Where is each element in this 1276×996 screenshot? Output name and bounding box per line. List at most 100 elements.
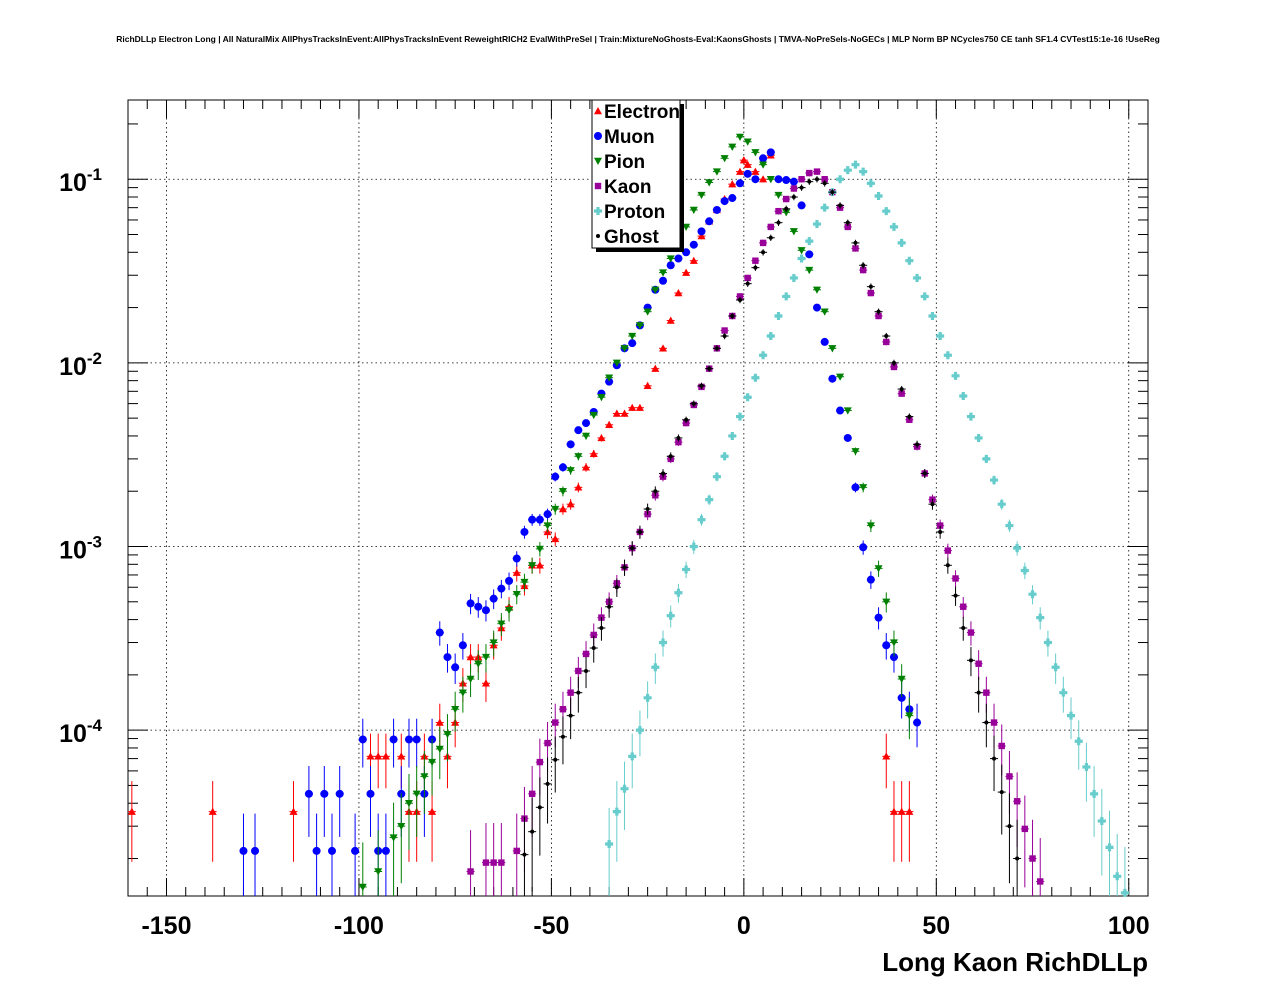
data-point [458, 689, 467, 697]
data-point [736, 412, 745, 421]
y-tick-label: 10-4 [59, 716, 102, 748]
data-point [784, 206, 789, 211]
data-point [497, 620, 506, 628]
data-point [1006, 773, 1013, 780]
data-point [751, 175, 760, 184]
x-tick-label: 50 [922, 912, 950, 940]
data-point [389, 834, 398, 842]
data-point [944, 547, 952, 554]
data-point [558, 505, 567, 513]
data-point [868, 284, 873, 289]
x-tick-label: 0 [737, 912, 751, 940]
series-proton [605, 160, 1129, 897]
data-point [1051, 663, 1060, 672]
data-point [358, 735, 367, 744]
data-point [489, 594, 498, 603]
data-point [381, 752, 390, 760]
data-point [1013, 544, 1022, 553]
data-point [836, 406, 845, 415]
data-point [1074, 737, 1083, 746]
data-point [381, 846, 390, 855]
data-point [628, 332, 637, 341]
data-point [805, 266, 814, 275]
data-point [674, 588, 683, 597]
data-point [505, 576, 514, 585]
data-point [374, 868, 383, 876]
data-point [851, 160, 860, 169]
data-point [897, 675, 906, 683]
data-point [584, 668, 589, 673]
data-point [738, 297, 742, 302]
data-point [836, 373, 845, 381]
data-point [789, 228, 798, 236]
data-point [712, 168, 721, 176]
data-point [759, 351, 768, 360]
data-point [828, 345, 837, 353]
series-pion [358, 133, 914, 896]
data-point [628, 752, 637, 761]
data-point [489, 639, 498, 647]
legend-marker [594, 157, 602, 165]
data-point [691, 401, 696, 406]
data-point [821, 176, 828, 183]
data-point [966, 412, 975, 421]
data-point [682, 565, 691, 574]
data-point [559, 706, 567, 713]
data-point [1037, 878, 1044, 885]
data-point [1020, 566, 1029, 575]
data-point [728, 194, 737, 203]
data-point [820, 203, 829, 212]
data-point [730, 313, 735, 318]
data-point [366, 752, 375, 760]
data-point [897, 238, 906, 247]
data-point [705, 217, 714, 226]
legend-marker [594, 107, 602, 115]
data-point [481, 679, 490, 687]
data-point [798, 176, 805, 183]
data-point [481, 606, 490, 615]
data-point [674, 254, 683, 263]
data-point [543, 510, 552, 519]
data-point [743, 169, 752, 178]
data-point [575, 667, 582, 675]
data-point [490, 859, 497, 866]
data-point [905, 807, 914, 815]
legend-label: Kaon [604, 177, 652, 198]
data-point [938, 529, 943, 534]
data-point [859, 484, 868, 492]
data-point [882, 752, 891, 760]
data-point [622, 565, 627, 570]
data-point [351, 846, 360, 855]
data-point [1082, 763, 1091, 772]
data-point [566, 500, 575, 508]
data-point [712, 205, 721, 214]
data-point [397, 752, 406, 760]
data-point [874, 565, 883, 573]
data-point [889, 653, 898, 662]
data-point [874, 613, 883, 622]
data-point [1007, 824, 1012, 829]
data-point [705, 179, 714, 187]
data-point [497, 584, 506, 593]
data-point [597, 394, 606, 402]
data-point [591, 646, 596, 651]
data-point [635, 726, 644, 735]
data-point [843, 407, 852, 415]
data-point [728, 431, 737, 440]
data-point [1013, 798, 1021, 805]
data-point [736, 167, 744, 175]
y-tick-label: 10-2 [59, 349, 102, 381]
data-point [689, 542, 698, 551]
x-tick-label: -50 [533, 912, 569, 940]
data-point [899, 387, 904, 392]
data-point [635, 403, 644, 411]
data-point [766, 332, 775, 341]
data-point [630, 546, 635, 551]
data-point [582, 463, 591, 471]
y-tick-label: 10-1 [59, 165, 102, 197]
data-point [751, 149, 760, 157]
data-point [790, 185, 798, 192]
data-point [1059, 688, 1068, 697]
legend: Electron Muon Pion Kaon Proton Ghost [591, 99, 684, 252]
data-point [543, 522, 552, 530]
